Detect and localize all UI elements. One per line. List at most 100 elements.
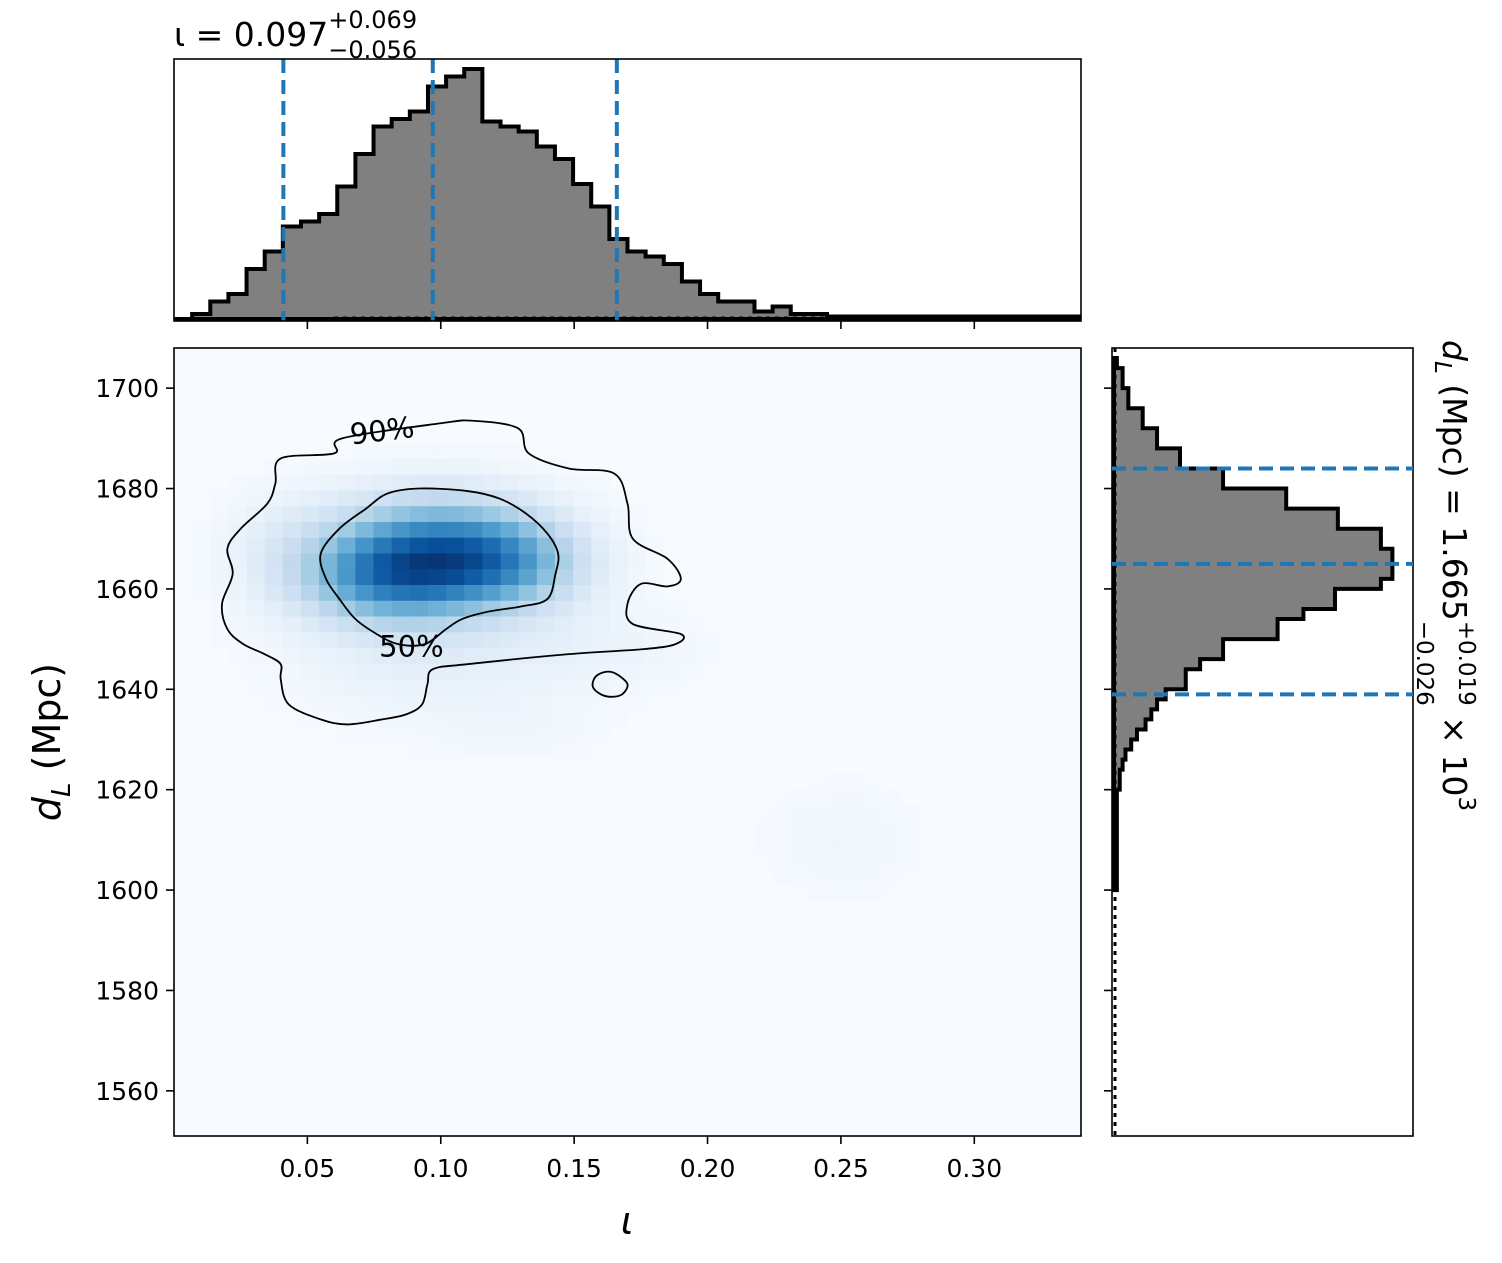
iota-quantile-lines	[281, 59, 619, 321]
heatmap-cell	[609, 505, 629, 522]
heatmap-cell	[409, 600, 429, 617]
heatmap-cell	[300, 647, 320, 664]
heatmap-cell	[409, 442, 429, 459]
heatmap-cell	[282, 631, 302, 649]
heatmap-cell	[319, 458, 338, 475]
heatmap-cell	[573, 647, 592, 664]
heatmap-cell	[373, 694, 393, 712]
heatmap-cell	[500, 647, 520, 664]
y-tick-label: 1640	[95, 675, 159, 704]
heatmap-cell	[536, 631, 556, 649]
heatmap-cell	[446, 726, 465, 743]
heatmap-cell	[319, 489, 338, 507]
heatmap-cell	[300, 663, 320, 680]
heatmap-cell	[319, 710, 338, 727]
heatmap-cell	[264, 647, 284, 664]
heatmap-cell	[482, 568, 502, 585]
heatmap-cell	[228, 663, 248, 680]
heatmap-cell	[573, 742, 592, 759]
heatmap-cell	[482, 710, 502, 727]
heatmap-cell	[246, 600, 266, 617]
heatmap-cell	[881, 789, 901, 806]
heatmap-cell	[210, 631, 230, 649]
heatmap-cell	[355, 663, 375, 680]
heatmap-cell	[845, 820, 864, 838]
heatmap-cell	[391, 584, 411, 601]
heatmap-cell	[500, 584, 520, 601]
heatmap-cell	[464, 489, 483, 507]
heatmap-cell	[373, 521, 393, 538]
y-tick-label: 1580	[95, 976, 159, 1005]
heatmap-cell	[300, 505, 320, 522]
heatmap-cell	[409, 663, 429, 680]
heatmap-cell	[355, 694, 375, 712]
heatmap-cell	[500, 474, 520, 491]
heatmap-cell	[808, 852, 828, 869]
heatmap-cell	[446, 537, 465, 554]
y-axis-label-main: d	[25, 796, 69, 821]
heatmap-cell	[409, 537, 429, 554]
heatmap-cell	[554, 742, 574, 759]
heatmap-cell	[627, 694, 647, 712]
dl-title-sup: +0.019	[1453, 621, 1479, 706]
heatmap-cell	[609, 710, 629, 727]
heatmap-cell	[591, 647, 610, 664]
heatmap-cell	[591, 552, 610, 570]
heatmap-cell	[518, 584, 538, 601]
heatmap-cell	[446, 647, 465, 664]
iota-title-sup: +0.069	[328, 6, 417, 34]
heatmap-cell	[446, 631, 465, 649]
heatmap-cell	[591, 600, 610, 617]
heatmap-cell	[790, 883, 810, 901]
heatmap-cell	[337, 442, 356, 459]
heatmap-cell	[500, 537, 520, 554]
heatmap-cell	[772, 836, 792, 853]
heatmap-cell	[482, 631, 502, 649]
heatmap-cell	[409, 615, 429, 633]
heatmap-cell	[663, 615, 683, 633]
heatmap-cell	[300, 521, 320, 538]
heatmap-cell	[391, 663, 411, 680]
x-tick-label: 0.20	[680, 1154, 736, 1183]
heatmap-cell	[645, 584, 665, 601]
heatmap-cell	[500, 458, 520, 475]
heatmap-cell	[446, 710, 465, 727]
heatmap-cell	[645, 552, 665, 570]
dl-title-sub: L	[1429, 361, 1455, 374]
heatmap-cell	[518, 663, 538, 680]
heatmap-cell	[192, 537, 211, 554]
heatmap-cell	[427, 631, 447, 649]
heatmap-cell	[881, 852, 901, 869]
iota-title-main: ι = 0.097	[174, 15, 328, 54]
heatmap-cell	[373, 647, 393, 664]
heatmap-cell	[391, 742, 411, 759]
heatmap-cell	[482, 726, 502, 743]
heatmap-cell	[609, 678, 629, 696]
dl-title: dL (Mpc) = 1.665+0.019 × 103	[1429, 340, 1479, 811]
heatmap-cell	[591, 584, 610, 601]
heatmap-cell	[700, 615, 719, 633]
heatmap-cell	[446, 694, 465, 712]
heatmap-cell	[319, 663, 338, 680]
heatmap-cell	[464, 726, 483, 743]
heatmap-cell	[355, 615, 375, 633]
heatmap-cell	[845, 789, 864, 806]
heatmap-cell	[627, 663, 647, 680]
heatmap-cell	[391, 458, 411, 475]
heatmap-cell	[373, 537, 393, 554]
heatmap-cell	[391, 489, 411, 507]
heatmap-cell	[464, 615, 483, 633]
iota-histogram-step	[174, 67, 1081, 321]
heatmap-cell	[536, 521, 556, 538]
heatmap-cell	[228, 537, 248, 554]
heatmap-cell	[790, 789, 810, 806]
heatmap-cell	[627, 521, 647, 538]
heatmap-cell	[282, 600, 302, 617]
heatmap-cell	[246, 584, 266, 601]
heatmap-cell	[355, 631, 375, 649]
heatmap-cell	[609, 615, 629, 633]
dl-title-subscr: −0.026	[1411, 621, 1437, 706]
heatmap-cell	[881, 820, 901, 838]
heatmap-cell	[554, 631, 574, 649]
heatmap-cell	[518, 458, 538, 475]
